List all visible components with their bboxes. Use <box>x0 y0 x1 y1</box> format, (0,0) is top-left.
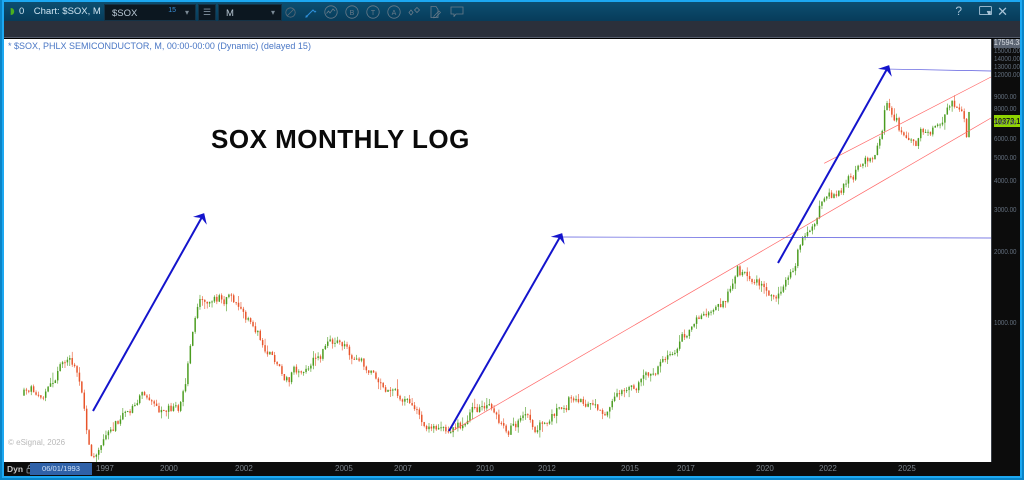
svg-text:A: A <box>392 10 397 17</box>
svg-text:T: T <box>371 10 376 17</box>
svg-text:B: B <box>350 10 355 17</box>
